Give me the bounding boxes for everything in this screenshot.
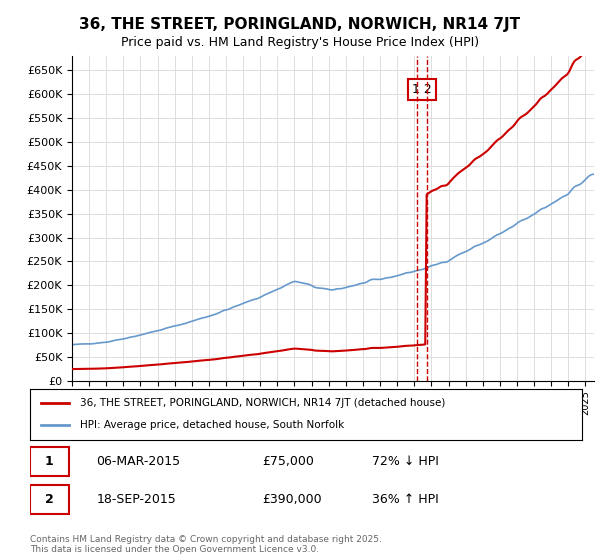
Text: 06-MAR-2015: 06-MAR-2015: [96, 455, 181, 468]
Text: 1 2: 1 2: [412, 83, 432, 96]
Text: 36% ↑ HPI: 36% ↑ HPI: [372, 493, 439, 506]
Text: 18-SEP-2015: 18-SEP-2015: [96, 493, 176, 506]
Text: 36, THE STREET, PORINGLAND, NORWICH, NR14 7JT: 36, THE STREET, PORINGLAND, NORWICH, NR1…: [79, 17, 521, 32]
Text: Price paid vs. HM Land Registry's House Price Index (HPI): Price paid vs. HM Land Registry's House …: [121, 36, 479, 49]
Text: 72% ↓ HPI: 72% ↓ HPI: [372, 455, 439, 468]
Text: £390,000: £390,000: [262, 493, 322, 506]
Text: 2: 2: [45, 493, 53, 506]
Text: Contains HM Land Registry data © Crown copyright and database right 2025.
This d: Contains HM Land Registry data © Crown c…: [30, 535, 382, 554]
Text: £75,000: £75,000: [262, 455, 314, 468]
Text: HPI: Average price, detached house, South Norfolk: HPI: Average price, detached house, Sout…: [80, 421, 344, 431]
Text: 1: 1: [45, 455, 53, 468]
Text: 36, THE STREET, PORINGLAND, NORWICH, NR14 7JT (detached house): 36, THE STREET, PORINGLAND, NORWICH, NR1…: [80, 398, 445, 408]
FancyBboxPatch shape: [30, 447, 68, 476]
FancyBboxPatch shape: [30, 485, 68, 514]
